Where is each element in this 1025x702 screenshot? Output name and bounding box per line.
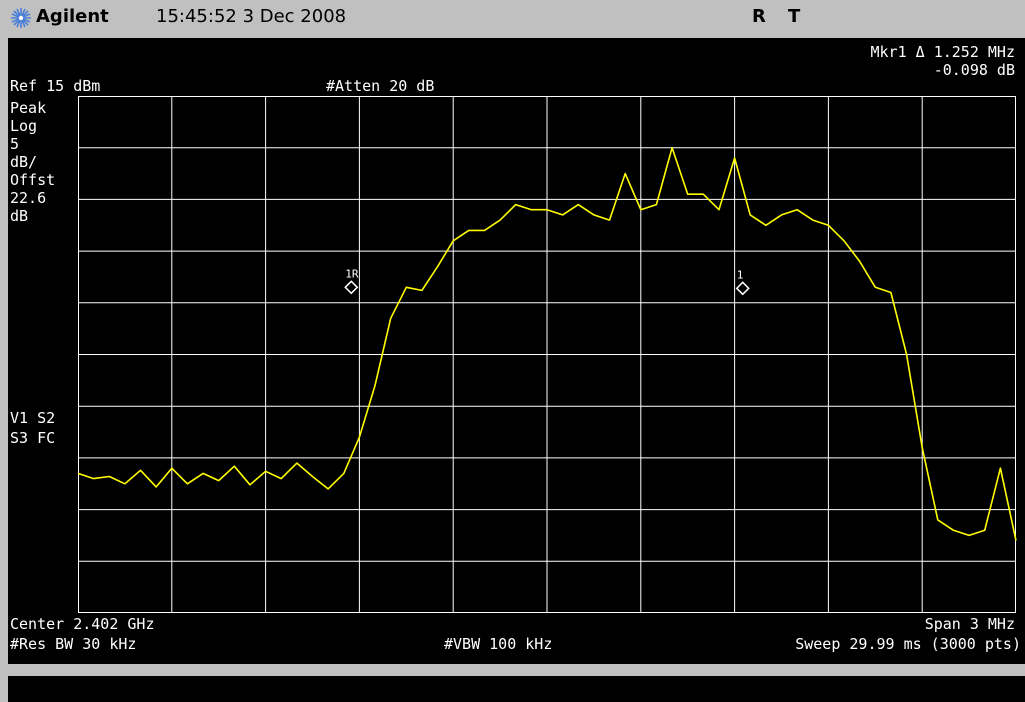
ref-level: Ref 15 dBm [10, 77, 101, 95]
marker-1r-diamond [344, 280, 359, 295]
analyzer-screen: Mkr1 Δ 1.252 MHz -0.098 dB Ref 15 dBm #A… [8, 38, 1025, 664]
title-bar: Agilent 15:45:52 3 Dec 2008 R T [0, 0, 1025, 38]
marker-readout-delta: Mkr1 Δ 1.252 MHz [870, 43, 1016, 61]
message-bar [8, 676, 1025, 702]
resolution-bandwidth: #Res BW 30 kHz [10, 635, 137, 653]
offset-unit: dB [10, 207, 29, 225]
offset-label: Offst [10, 171, 56, 189]
spectrum-plot: 1R 1 [77, 96, 1017, 613]
video-bandwidth: #VBW 100 kHz [444, 635, 553, 653]
attenuation: #Atten 20 dB [326, 77, 435, 95]
scale-type: Log [10, 117, 38, 135]
marker-1-label: 1 [737, 268, 744, 281]
span: Span 3 MHz [924, 615, 1015, 633]
sweep-time: Sweep 29.99 ms (3000 pts) [795, 635, 1021, 653]
status-indicator-r: R [752, 6, 766, 27]
offset-value: 22.6 [10, 189, 47, 207]
marker-1r-label: 1R [345, 267, 359, 280]
agilent-spark-icon [11, 8, 31, 28]
trace-flags-2: S3 FC [10, 429, 56, 447]
spectrum-trace [77, 146, 1017, 541]
brand-name: Agilent [36, 6, 109, 27]
detector-mode: Peak [10, 99, 47, 117]
scale-value: 5 [10, 135, 20, 153]
marker-1-diamond [735, 281, 750, 296]
scale-unit: dB/ [10, 153, 38, 171]
trace-flags-1: V1 S2 [10, 409, 56, 427]
center-frequency: Center 2.402 GHz [10, 615, 155, 633]
marker-readout-level: -0.098 dB [933, 61, 1015, 79]
status-indicator-t: T [788, 6, 801, 27]
date-time: 15:45:52 3 Dec 2008 [156, 6, 347, 27]
